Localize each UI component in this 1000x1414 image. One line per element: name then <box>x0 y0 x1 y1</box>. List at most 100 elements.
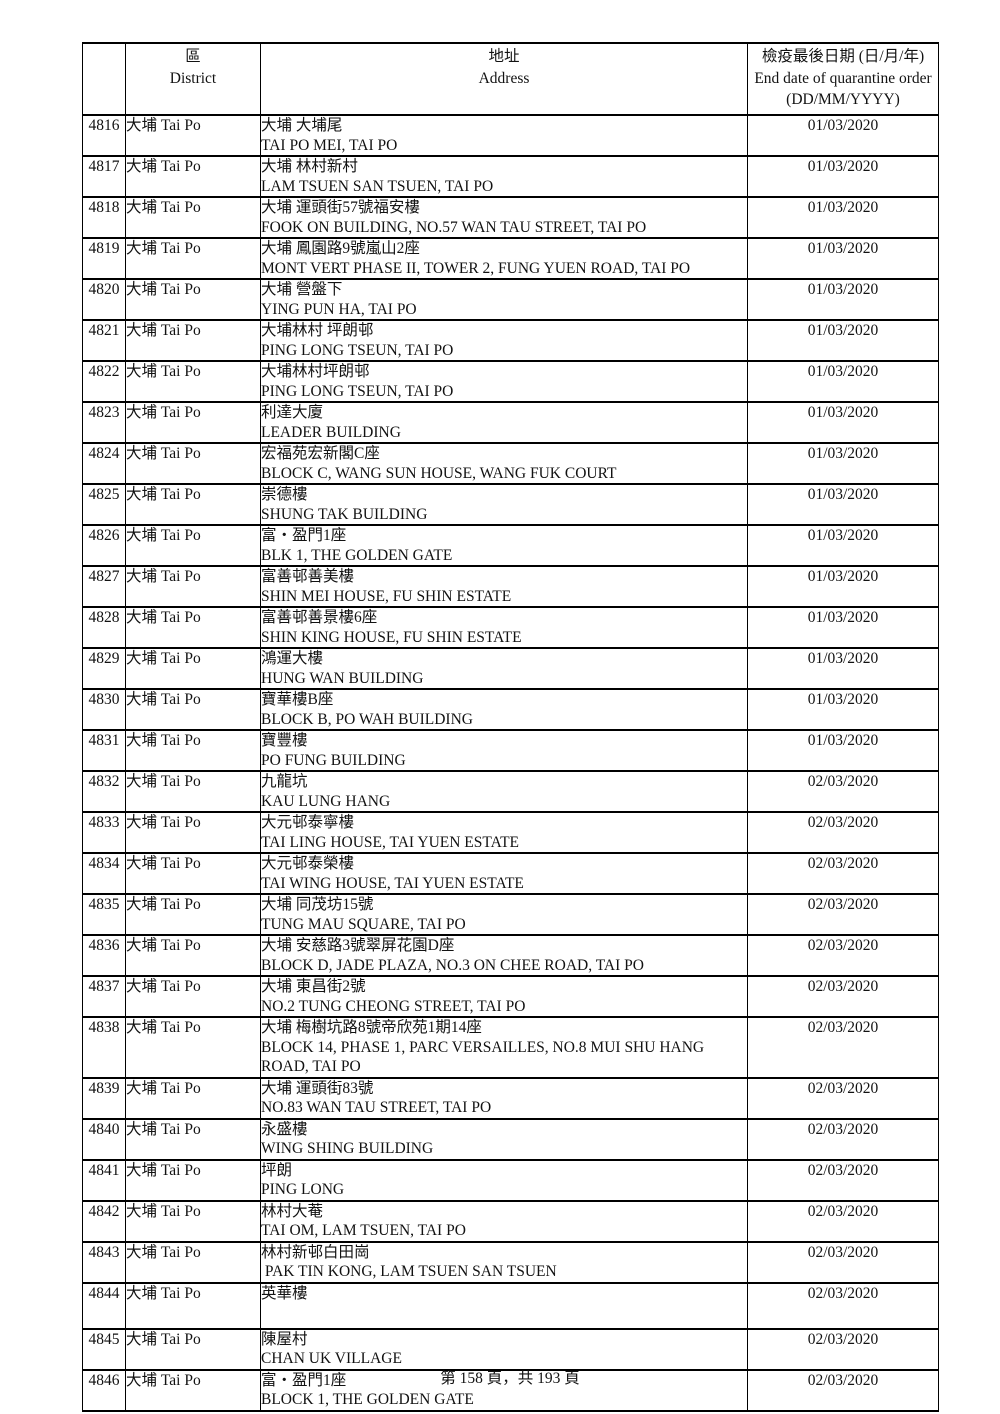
row-district: 大埔 Tai Po <box>125 1076 261 1120</box>
row-date: 02/03/2020 <box>747 893 939 936</box>
row-date: 01/03/2020 <box>747 278 939 321</box>
row-number: 4821 <box>82 319 126 362</box>
table-row: 4823 大埔 Tai Po 利達大廈 LEADER BUILDING 01/03/20… <box>82 401 939 444</box>
address-english: SHIN KING HOUSE, FU SHIN ESTATE <box>261 628 522 646</box>
row-address: 坪朗 PING LONG <box>260 1158 748 1202</box>
address-chinese: 坪朗 <box>261 1161 293 1179</box>
address-chinese: 大元邨泰寧樓 <box>261 814 355 831</box>
row-number: 4820 <box>82 278 126 321</box>
header-district: 區 District <box>125 42 261 116</box>
row-date: 02/03/2020 <box>747 934 939 977</box>
address-chinese: 大埔林村 坪朗邨 <box>261 322 374 339</box>
table-row: 4834 大埔 Tai Po 大元邨泰榮樓 TAI WING HOUSE, TAI Y… <box>82 852 939 895</box>
row-number: 4819 <box>82 237 126 280</box>
row-district: 大埔 Tai Po <box>125 1368 261 1412</box>
row-number: 4824 <box>82 442 126 485</box>
row-address: 大元邨泰榮樓 TAI WING HOUSE, TAI YUEN ESTATE <box>260 852 748 895</box>
row-date: 02/03/2020 <box>747 811 939 854</box>
row-date: 01/03/2020 <box>747 565 939 608</box>
row-district: 大埔 Tai Po <box>125 565 261 608</box>
address-english: BLK 1, THE GOLDEN GATE <box>261 546 453 564</box>
row-date: 02/03/2020 <box>747 1076 939 1120</box>
row-address: 英華樓 <box>260 1281 748 1330</box>
table-row: 4825 大埔 Tai Po 崇德樓 SHUNG TAK BUILDING 01/03/… <box>82 483 939 526</box>
row-number: 4841 <box>82 1158 126 1202</box>
row-date: 02/03/2020 <box>747 1158 939 1202</box>
address-chinese: 富・盈門1座 <box>261 527 347 544</box>
table-row: 4839 大埔 Tai Po 大埔 運頭街83號 NO.83 WAN TAU STRE… <box>82 1076 939 1120</box>
row-address: 大埔林村坪朗邨 PING LONG TSEUN, TAI PO <box>260 360 748 403</box>
row-number: 4831 <box>82 729 126 772</box>
row-district: 大埔 Tai Po <box>125 442 261 485</box>
table-row: 4836 大埔 Tai Po 大埔 安慈路3號翠屏花園D座 BLOCK D, JADE… <box>82 934 939 977</box>
row-address: 林村新邨白田崗 PAK TIN KONG, LAM TSUEN SAN TSUE… <box>260 1240 748 1284</box>
row-address: 大埔 東昌街2號 NO.2 TUNG CHEONG STREET, TAI PO <box>260 975 748 1018</box>
table-body: 4816 大埔 Tai Po 大埔 大埔尾 TAI PO MEI, TAI PO 01/… <box>82 114 939 1412</box>
row-number: 4840 <box>82 1117 126 1161</box>
quarantine-table: 區 District 地址 Address 檢疫最後日期 (日/月/年) End… <box>82 42 939 1412</box>
header-address: 地址 Address <box>260 42 748 116</box>
row-number: 4845 <box>82 1327 126 1371</box>
address-english: KAU LUNG HANG <box>261 792 391 810</box>
table-row: 4826 大埔 Tai Po 富・盈門1座 BLK 1, THE GOLDEN GAT… <box>82 524 939 567</box>
row-district: 大埔 Tai Po <box>125 1016 261 1079</box>
row-address: 大元邨泰寧樓 TAI LING HOUSE, TAI YUEN ESTATE <box>260 811 748 854</box>
row-district: 大埔 Tai Po <box>125 1327 261 1371</box>
row-district: 大埔 Tai Po <box>125 647 261 690</box>
address-english: PAK TIN KONG, LAM TSUEN SAN TSUEN <box>261 1263 557 1280</box>
table-row: 4830 大埔 Tai Po 寶華樓B座 BLOCK B, PO WAH BUILDI… <box>82 688 939 731</box>
row-district: 大埔 Tai Po <box>125 1199 261 1243</box>
row-number: 4835 <box>82 893 126 936</box>
address-english: TAI WING HOUSE, TAI YUEN ESTATE <box>261 874 524 892</box>
table-row: 4829 大埔 Tai Po 鴻運大樓 HUNG WAN BUILDING 01/03/… <box>82 647 939 690</box>
row-number: 4834 <box>82 852 126 895</box>
row-number: 4829 <box>82 647 126 690</box>
address-chinese: 九龍坑 <box>261 773 308 790</box>
row-address: 富・盈門1座 BLOCK 1, THE GOLDEN GATE <box>260 1368 748 1412</box>
address-chinese: 利達大廈 <box>261 404 324 421</box>
address-chinese: 寶華樓B座 <box>261 691 334 708</box>
address-chinese: 大埔 鳳園路9號嵐山2座 <box>261 240 420 257</box>
row-district: 大埔 Tai Po <box>125 278 261 321</box>
row-address: 富善邨善景樓6座 SHIN KING HOUSE, FU SHIN ESTATE <box>260 606 748 649</box>
address-english: WING SHING BUILDING <box>261 1140 434 1157</box>
address-chinese: 寶豐樓 <box>261 732 308 749</box>
row-date: 01/03/2020 <box>747 360 939 403</box>
address-english: LEADER BUILDING <box>261 423 401 441</box>
row-number: 4833 <box>82 811 126 854</box>
row-address: 崇德樓 SHUNG TAK BUILDING <box>260 483 748 526</box>
address-english: NO.83 WAN TAU STREET, TAI PO <box>261 1099 492 1116</box>
table-row: 4840 大埔 Tai Po 永盛樓 WING SHING BUILDING 02/03… <box>82 1117 939 1161</box>
row-number: 4817 <box>82 155 126 198</box>
row-address: 大埔 林村新村 LAM TSUEN SAN TSUEN, TAI PO <box>260 155 748 198</box>
row-date: 02/03/2020 <box>747 1117 939 1161</box>
row-address: 大埔 安慈路3號翠屏花園D座 BLOCK D, JADE PLAZA, NO.3 … <box>260 934 748 977</box>
row-district: 大埔 Tai Po <box>125 934 261 977</box>
header-date: 檢疫最後日期 (日/月/年) End date of quarantine or… <box>747 42 939 116</box>
page-footer: 第 158 頁，共 193 頁 <box>440 1370 580 1387</box>
row-district: 大埔 Tai Po <box>125 606 261 649</box>
row-district: 大埔 Tai Po <box>125 770 261 813</box>
address-english: BLOCK B, PO WAH BUILDING <box>261 710 473 728</box>
row-address: 寶華樓B座 BLOCK B, PO WAH BUILDING <box>260 688 748 731</box>
address-english: PING LONG <box>261 1181 345 1198</box>
row-district: 大埔 Tai Po <box>125 1117 261 1161</box>
address-chinese: 大埔 安慈路3號翠屏花園D座 <box>261 937 455 954</box>
row-address: 永盛樓 WING SHING BUILDING <box>260 1117 748 1161</box>
address-english: CHAN UK VILLAGE <box>261 1350 402 1367</box>
row-district: 大埔 Tai Po <box>125 811 261 854</box>
address-chinese: 陳屋村 <box>261 1330 308 1348</box>
row-date: 02/03/2020 <box>747 1016 939 1079</box>
row-date: 02/03/2020 <box>747 1199 939 1243</box>
row-number: 4830 <box>82 688 126 731</box>
table-row: 4842 大埔 Tai Po 林村大菴 TAI OM, LAM TSUEN, TAI … <box>82 1199 939 1243</box>
row-address: 大埔 運頭街83號 NO.83 WAN TAU STREET, TAI PO <box>260 1076 748 1120</box>
row-district: 大埔 Tai Po <box>125 1281 261 1330</box>
header-number <box>82 42 126 116</box>
row-address: 大埔 大埔尾 TAI PO MEI, TAI PO <box>260 114 748 157</box>
row-date: 01/03/2020 <box>747 196 939 239</box>
address-chinese: 大埔 營盤下 <box>261 281 343 298</box>
header-district-en: District <box>169 69 217 87</box>
row-district: 大埔 Tai Po <box>125 524 261 567</box>
address-english: LAM TSUEN SAN TSUEN, TAI PO <box>261 177 494 195</box>
